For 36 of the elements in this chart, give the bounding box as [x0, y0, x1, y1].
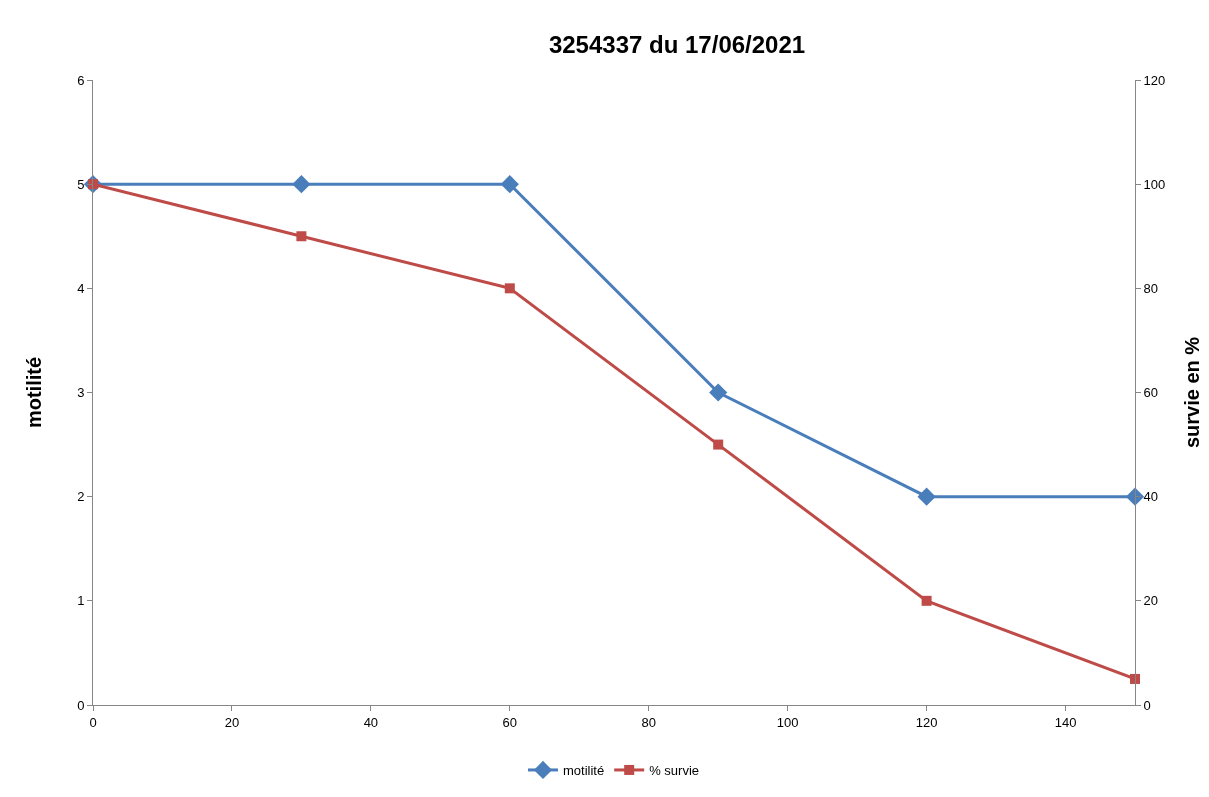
y-tick-label: 4 — [77, 280, 85, 296]
point — [296, 231, 307, 242]
y-tick-label: 0 — [77, 697, 85, 713]
x-tick-label: 0 — [89, 714, 97, 730]
y2-tick-label: 100 — [1143, 176, 1166, 192]
point — [709, 383, 728, 402]
x-tick-label: 120 — [915, 714, 938, 730]
point — [1130, 673, 1140, 684]
y-tick-label: 5 — [77, 176, 85, 192]
y-tick-label: 3 — [77, 385, 85, 401]
x-tick-label: 140 — [1054, 714, 1077, 730]
legend-label: % survie — [649, 763, 700, 779]
point — [504, 283, 515, 294]
y-tick-label: 1 — [77, 593, 85, 609]
y2-axis-title: survie en % — [1180, 336, 1203, 449]
y-tick-label: 2 — [77, 489, 85, 505]
x-tick-label: 80 — [641, 714, 656, 730]
x-tick-label: 60 — [502, 714, 518, 730]
y2-tick-label: 120 — [1143, 72, 1166, 88]
point — [713, 439, 724, 450]
point — [292, 175, 311, 194]
y2-tick-label: 20 — [1143, 593, 1159, 609]
y2-tick-label: 0 — [1143, 697, 1151, 713]
point — [921, 595, 932, 606]
y-axis-title: motilité — [22, 356, 45, 429]
x-tick-label: 40 — [363, 714, 379, 730]
x-tick-label: 100 — [776, 714, 799, 730]
y2-tick-label: 80 — [1143, 280, 1159, 296]
y-tick-label: 6 — [77, 72, 85, 88]
point — [917, 487, 936, 506]
point — [500, 175, 519, 194]
legend-label: motilité — [563, 763, 605, 779]
y2-tick-label: 60 — [1143, 385, 1159, 401]
y2-tick-label: 40 — [1143, 489, 1159, 505]
x-tick-label: 20 — [224, 714, 240, 730]
chart-title: 3254337 du 17/06/2021 — [548, 30, 806, 58]
